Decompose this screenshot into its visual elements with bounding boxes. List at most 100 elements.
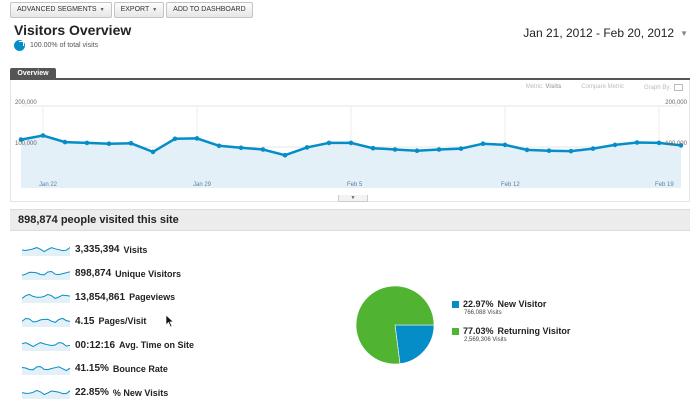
legend-pct-returning: 77.03%: [463, 326, 494, 336]
data-point: [40, 133, 46, 138]
visitor-type-pie-chart[interactable]: [355, 285, 435, 365]
data-point: [480, 141, 486, 146]
x-tick-label: Feb 12: [501, 182, 520, 188]
x-tick-label: Feb 19: [655, 182, 674, 188]
chart-resize-handle[interactable]: ▼: [338, 195, 368, 202]
advanced-segments-label: ADVANCED SEGMENTS: [17, 6, 97, 13]
x-tick-label: Jan 29: [193, 182, 212, 188]
metric-label[interactable]: Avg. Time on Site: [119, 340, 195, 351]
metric-row: 00:12:16 Avg. Time on Site: [22, 333, 194, 357]
compare-metric-link[interactable]: Compare Metric: [581, 84, 624, 90]
metric-label[interactable]: Visits: [123, 244, 148, 255]
metric-value: 41.15%: [75, 363, 109, 375]
data-point: [238, 145, 244, 151]
segment-indicator[interactable]: 100.00% of total visits: [14, 40, 98, 51]
sparkline: [22, 246, 70, 256]
metric-label[interactable]: Bounce Rate: [112, 363, 168, 374]
data-point: [326, 140, 332, 146]
x-tick-label: Feb 5: [347, 182, 363, 188]
data-point: [634, 140, 640, 145]
data-point: [414, 148, 420, 153]
metric-value: 22.85%: [75, 387, 109, 399]
add-to-dashboard-button[interactable]: ADD TO DASHBOARD: [166, 2, 253, 18]
metric-label[interactable]: % New Visits: [112, 387, 169, 398]
sparkline: [22, 270, 70, 280]
pie-slice-new-visitor[interactable]: [394, 324, 435, 365]
x-tick-label: Jan 22: [39, 182, 58, 188]
metric-value: 13,854,861: [75, 291, 126, 303]
export-button[interactable]: EXPORT ▼: [113, 2, 165, 18]
data-point: [304, 145, 310, 150]
page-title: Visitors Overview: [14, 22, 132, 38]
pie-slice-returning-visitor[interactable]: [355, 285, 435, 365]
metric-prefix: Metric:: [525, 84, 544, 90]
metric-row: 22.85%% New Visits: [22, 381, 194, 405]
y-tick-label-left: 200,000: [15, 100, 37, 106]
data-point: [62, 139, 68, 145]
legend-visits-returning: 2,569,306 Visits: [464, 337, 507, 343]
date-range-picker[interactable]: Jan 21, 2012 - Feb 20, 2012 ▼: [523, 26, 688, 40]
data-point: [436, 147, 442, 152]
metric-row: 3,335,394 Visits: [22, 238, 194, 262]
metric-label[interactable]: Unique Visitors: [115, 268, 182, 279]
metric-row: 41.15% Bounce Rate: [22, 357, 194, 381]
line-chart-icon[interactable]: [674, 84, 683, 91]
data-point: [194, 136, 200, 141]
data-point: [282, 152, 288, 158]
data-point: [502, 142, 508, 148]
data-point: [678, 143, 684, 148]
graph-by-label: Graph By:: [643, 85, 671, 92]
date-range-text: Jan 21, 2012 - Feb 20, 2012: [523, 26, 675, 40]
legend-swatch-new: [452, 300, 459, 308]
data-point: [172, 136, 178, 142]
chevron-down-icon: ▼: [152, 7, 158, 13]
data-point: [524, 147, 530, 153]
sparkline: [22, 342, 70, 352]
metric-row: 898,874 Unique Visitors: [22, 262, 194, 286]
summary-headline: 898,874 people visited this site: [10, 209, 690, 231]
segment-pie-icon: [14, 40, 25, 51]
chevron-down-icon: ▼: [680, 28, 688, 38]
data-point: [392, 147, 398, 152]
metric-selector[interactable]: Metric: Visits: [526, 84, 562, 91]
segment-text: 100.00% of total visits: [30, 42, 99, 49]
metric-value: Visits: [545, 84, 562, 90]
visits-chart-panel: Metric: Visits Compare Metric Graph By: …: [10, 80, 690, 202]
data-point: [370, 145, 376, 151]
metric-value: 898,874: [75, 268, 112, 280]
pie-legend: 22.97% New Visitor 766,088 Visits 77.03%…: [452, 299, 570, 353]
data-point: [84, 140, 90, 146]
data-point: [150, 149, 156, 155]
sparkline: [22, 294, 70, 304]
data-point: [106, 141, 112, 146]
graph-by-control[interactable]: Graph By:: [644, 84, 683, 91]
metric-row: 4.15 Pages/Visit: [22, 309, 194, 333]
sparkline: [22, 389, 70, 399]
metric-value: 3,335,394: [75, 244, 120, 256]
tab-bar: Overview: [10, 68, 690, 80]
metric-label[interactable]: Pageviews: [129, 292, 176, 303]
data-point: [128, 141, 134, 146]
sparkline: [22, 318, 70, 328]
data-point: [612, 142, 618, 148]
data-point: [568, 148, 574, 154]
legend-name-returning: Returning Visitor: [497, 326, 571, 336]
metric-row: 13,854,861 Pageviews: [22, 286, 194, 310]
y-tick-label-right: 200,000: [665, 100, 687, 106]
legend-visits-new: 766,088 Visits: [464, 310, 502, 316]
visits-line-chart[interactable]: 100,000 100,000 200,000 200,000 Jan 22 Jan 29…: [11, 94, 691, 202]
y-tick-label-right: 100,000: [665, 141, 687, 147]
data-point: [656, 140, 662, 146]
metric-label[interactable]: Pages/Visit: [98, 316, 147, 327]
data-point: [590, 146, 596, 151]
report-toolbar: ADVANCED SEGMENTS ▼ EXPORT ▼ ADD TO DASH…: [10, 2, 253, 18]
data-point: [348, 140, 354, 146]
y-tick-label-left: 100,000: [15, 141, 37, 147]
metric-value: 00:12:16: [75, 339, 116, 351]
metrics-list: 3,335,394 Visits 898,874 Unique Visitors 13,…: [22, 238, 194, 405]
legend-item-returning-visitor: 77.03% Returning Visitor 2,569,306 Visit…: [452, 326, 570, 343]
advanced-segments-button[interactable]: ADVANCED SEGMENTS ▼: [10, 2, 112, 18]
tab-overview[interactable]: Overview: [10, 68, 56, 80]
add-to-dashboard-label: ADD TO DASHBOARD: [173, 6, 246, 13]
data-point: [260, 147, 266, 152]
